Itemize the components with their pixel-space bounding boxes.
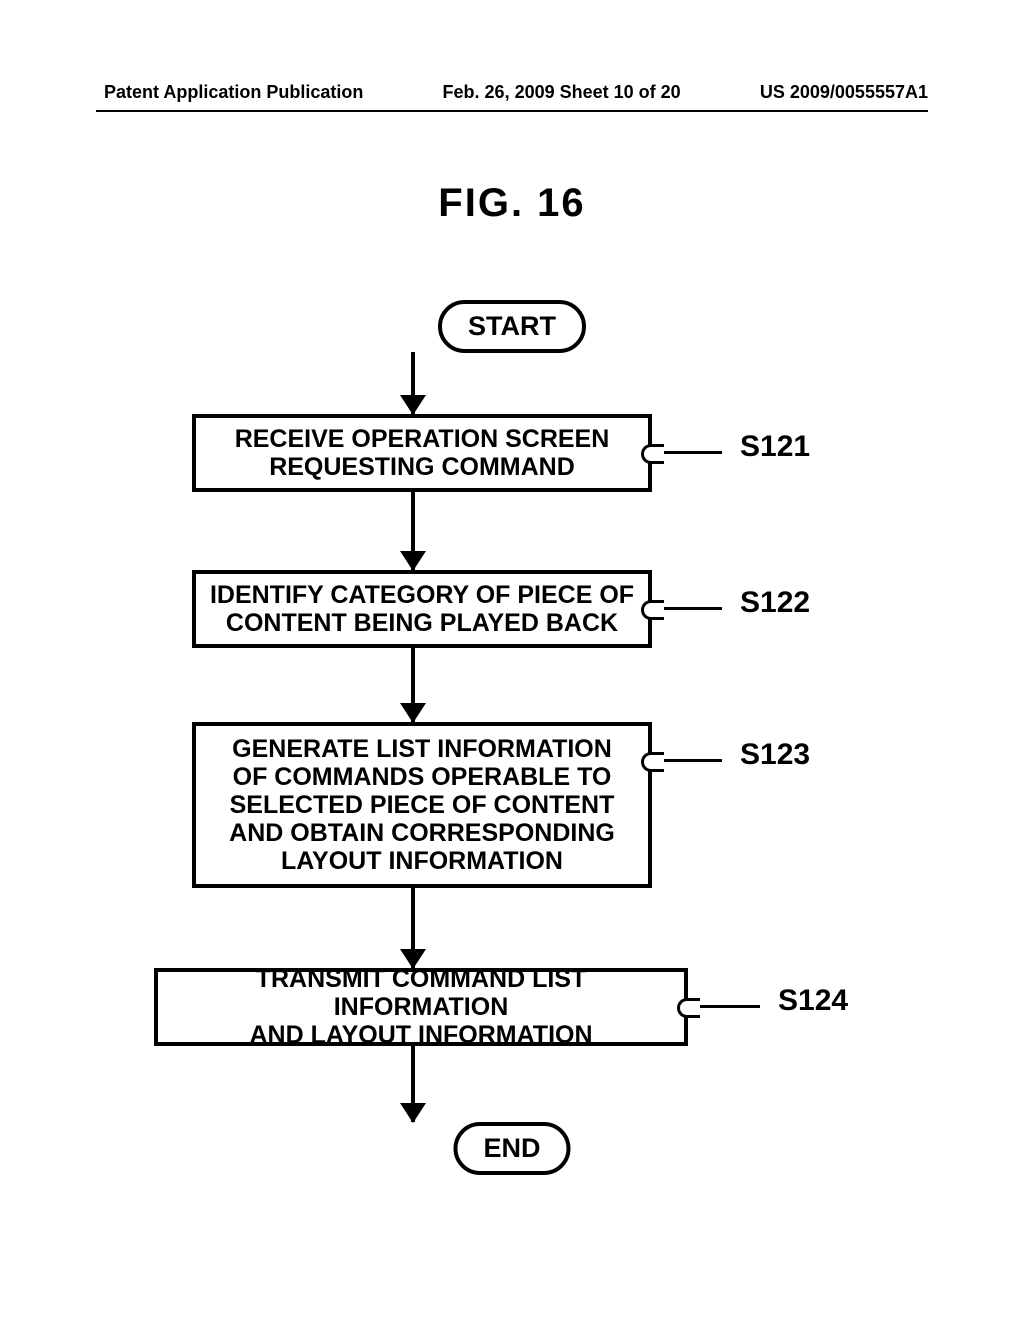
process-s124-text: TRANSMIT COMMAND LIST INFORMATION AND LA…: [168, 965, 674, 1049]
process-s124: TRANSMIT COMMAND LIST INFORMATION AND LA…: [154, 968, 688, 1046]
header-center: Feb. 26, 2009 Sheet 10 of 20: [443, 82, 681, 103]
edge-s121-s122: [411, 492, 415, 570]
step-label-s121: S121: [740, 430, 810, 464]
header-right: US 2009/0055557A1: [760, 82, 928, 103]
header-divider: [96, 110, 928, 112]
figure-title: FIG. 16: [0, 181, 1024, 226]
process-s122: IDENTIFY CATEGORY OF PIECE OF CONTENT BE…: [192, 570, 652, 648]
step-label-s124: S124: [778, 984, 848, 1018]
start-node: START: [438, 300, 586, 353]
page-header: Patent Application Publication Feb. 26, …: [0, 82, 1024, 103]
process-s121: RECEIVE OPERATION SCREEN REQUESTING COMM…: [192, 414, 652, 492]
connector-s124: [688, 1005, 760, 1008]
end-node: END: [453, 1122, 570, 1175]
step-label-s122: S122: [740, 586, 810, 620]
process-s123: GENERATE LIST INFORMATION OF COMMANDS OP…: [192, 722, 652, 888]
start-label: START: [468, 311, 556, 341]
edge-start-s121: [411, 352, 415, 414]
step-label-s123: S123: [740, 738, 810, 772]
process-s123-text: GENERATE LIST INFORMATION OF COMMANDS OP…: [229, 735, 615, 875]
process-s122-text: IDENTIFY CATEGORY OF PIECE OF CONTENT BE…: [210, 581, 634, 637]
connector-s122: [652, 607, 722, 610]
header-left: Patent Application Publication: [104, 82, 363, 103]
process-s121-text: RECEIVE OPERATION SCREEN REQUESTING COMM…: [235, 425, 610, 481]
connector-s123: [652, 759, 722, 762]
edge-s124-end: [411, 1046, 415, 1122]
edge-s123-s124: [411, 888, 415, 968]
connector-s121: [652, 451, 722, 454]
end-label: END: [483, 1133, 540, 1163]
edge-s122-s123: [411, 648, 415, 722]
